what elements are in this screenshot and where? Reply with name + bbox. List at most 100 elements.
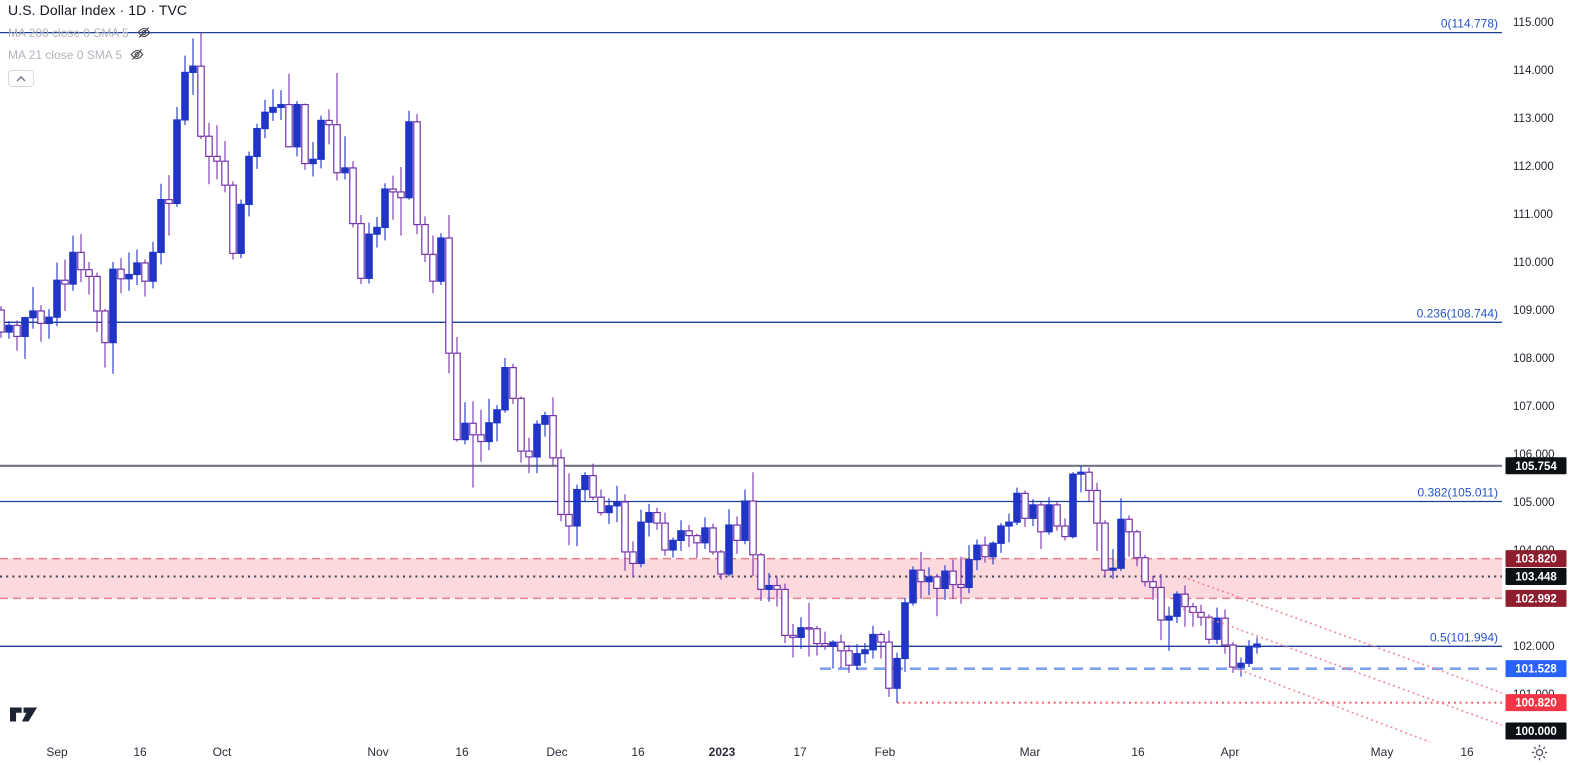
candle-body <box>149 251 157 282</box>
candle-body <box>453 352 461 441</box>
candle-body <box>997 525 1005 544</box>
candle-body <box>1021 492 1029 519</box>
price-badge[interactable] <box>1505 694 1567 712</box>
candle-body <box>133 262 141 276</box>
price-badge-label: 100.820 <box>1515 698 1557 710</box>
candle-body <box>5 324 13 333</box>
candle-body <box>709 527 717 553</box>
horizontal-rays[interactable] <box>820 667 1502 704</box>
candle-body <box>1109 567 1117 571</box>
legend-collapse-button[interactable] <box>8 70 34 87</box>
candle-body <box>53 279 61 318</box>
time-tick-label: 17 <box>793 745 807 759</box>
candle-body <box>525 450 533 458</box>
candle-body <box>229 184 237 254</box>
time-tick-label: Apr <box>1221 745 1240 759</box>
candle-body <box>781 588 789 637</box>
candle-body <box>1125 518 1133 533</box>
chevron-up-icon <box>16 75 26 82</box>
candle-body <box>1157 586 1165 621</box>
candle-body <box>581 475 589 491</box>
candle-body <box>965 558 973 589</box>
candle-body <box>1189 606 1197 614</box>
candle-body <box>653 511 661 524</box>
indicator-ma-200[interactable]: MA 200 close 0 SMA 5 <box>8 25 187 40</box>
candle-body <box>437 237 445 282</box>
candle-body <box>221 160 229 186</box>
candle-body <box>21 317 29 337</box>
candle-body <box>685 530 693 537</box>
eye-off-icon[interactable] <box>129 47 145 62</box>
candle-body <box>485 422 493 443</box>
time-tick-label: 16 <box>1131 745 1145 759</box>
fib-label: 0.5(101.994) <box>1430 630 1498 644</box>
price-badge[interactable] <box>1505 660 1567 678</box>
candle-body <box>813 628 821 645</box>
candle-body <box>629 551 637 565</box>
candle-body <box>1253 643 1261 648</box>
price-level-badges[interactable]: 105.754 103.820 103.448 102.992 101.528 100.8… <box>1505 457 1567 740</box>
candle-body <box>325 119 333 126</box>
price-badge[interactable] <box>1505 457 1567 475</box>
price-badge[interactable] <box>1505 567 1567 585</box>
price-badge[interactable] <box>1505 589 1567 607</box>
candle-body <box>469 422 477 436</box>
candle-body <box>773 584 781 590</box>
supply-zone-band[interactable] <box>0 557 1502 600</box>
time-tick-label: Mar <box>1020 745 1041 759</box>
candle-body <box>261 111 269 130</box>
candle-body <box>173 119 181 205</box>
candle-body <box>1061 525 1069 538</box>
candle-body <box>517 397 525 452</box>
time-tick-label: 16 <box>455 745 469 759</box>
candle-body <box>829 641 837 647</box>
candle-body <box>821 642 829 647</box>
time-axis[interactable]: Sep 16 Oct Nov 16 Dec 16 2023 17 Feb Mar 16 Apr May 16 <box>46 745 1474 759</box>
tradingview-logo[interactable] <box>10 706 38 728</box>
candle-body <box>165 199 173 205</box>
candle-body <box>293 103 301 148</box>
candle-body <box>189 65 197 74</box>
candle-body <box>333 124 341 174</box>
price-badge[interactable] <box>1505 550 1567 568</box>
time-tick-label: Oct <box>213 745 232 759</box>
candle-body <box>909 569 917 604</box>
candle-body <box>85 269 93 277</box>
candle-body <box>1029 504 1037 519</box>
price-tick-label: 115.000 <box>1513 17 1554 29</box>
descending-channel[interactable] <box>1182 576 1503 743</box>
candle-body <box>1237 662 1245 668</box>
candle-body <box>789 634 797 638</box>
candle-body <box>413 121 421 226</box>
time-tick-label: 2023 <box>709 745 736 759</box>
candle-body <box>741 500 749 542</box>
price-tick-label: 113.000 <box>1513 113 1554 125</box>
candle-body <box>1053 504 1061 527</box>
candle-body <box>93 275 101 312</box>
candle-body <box>357 223 365 279</box>
eye-off-icon[interactable] <box>136 25 152 40</box>
symbol-title[interactable]: U.S. Dollar Index · 1D · TVC <box>8 2 188 18</box>
candle-body <box>749 500 757 556</box>
candle-body <box>1093 489 1101 524</box>
candle-body <box>13 324 21 337</box>
candle-body <box>1149 581 1157 589</box>
candle-body <box>925 576 933 583</box>
candle-body <box>301 103 309 165</box>
price-badge[interactable] <box>1505 722 1567 740</box>
candle-body <box>181 71 189 121</box>
candle-body <box>1077 471 1085 475</box>
indicator-label: MA 21 close 0 SMA 5 <box>8 47 123 62</box>
candle-body <box>109 268 117 344</box>
candle-body <box>837 641 845 652</box>
indicator-ma-21[interactable]: MA 21 close 0 SMA 5 <box>8 47 187 62</box>
candle-body <box>1245 646 1253 664</box>
candle-body <box>853 653 861 666</box>
price-badge-label: 103.820 <box>1515 554 1557 566</box>
candle-body <box>157 199 165 254</box>
time-tick-label: 16 <box>133 745 147 759</box>
axis-settings-gear-icon[interactable] <box>1531 744 1548 765</box>
price-badge-label: 100.000 <box>1515 726 1557 738</box>
